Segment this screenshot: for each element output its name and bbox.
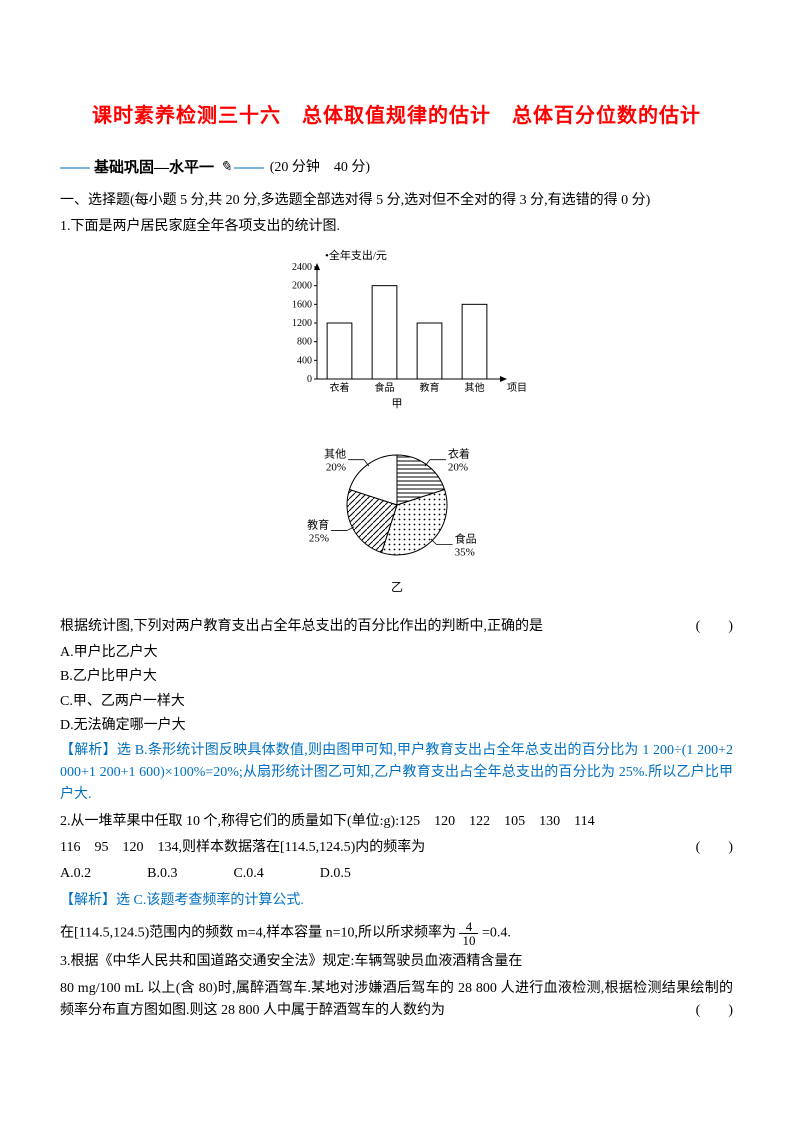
q3-stem1: 3.根据《中华人民共和国道路交通安全法》规定:车辆驾驶员血液酒精含量在 bbox=[60, 951, 733, 973]
svg-text:其他: 其他 bbox=[464, 381, 484, 394]
q1-after-fig: 根据统计图,下列对两户教育支出占全年总支出的百分比作出的判断中,正确的是 ( ) bbox=[60, 616, 733, 638]
svg-text:800: 800 bbox=[297, 336, 312, 347]
q1-after-fig-text: 根据统计图,下列对两户教育支出占全年总支出的百分比作出的判断中,正确的是 bbox=[60, 619, 543, 634]
bar-chart-svg: •全年支出/元 0 400 800 1200 1600 2000 2400 衣着 食品 教育 其他 项目… bbox=[267, 249, 527, 409]
frac-den: 10 bbox=[459, 934, 478, 947]
banner-time: (20 分钟 40 分) bbox=[270, 157, 370, 179]
svg-text:甲: 甲 bbox=[391, 398, 402, 409]
analysis-label-2: 【解析】 bbox=[60, 893, 116, 908]
q2-analysis2-pre: 在[114.5,124.5)范围内的频数 m=4,样本容量 n=10,所以所求频… bbox=[60, 926, 456, 941]
svg-text:教育: 教育 bbox=[307, 518, 329, 532]
q1-opt-c: C.甲、乙两户一样大 bbox=[60, 691, 733, 713]
svg-text:20%: 20% bbox=[325, 462, 345, 474]
banner-label: 基础巩固—水平一 bbox=[90, 156, 218, 180]
page-title: 课时素养检测三十六 总体取值规律的估计 总体百分位数的估计 bbox=[60, 100, 733, 132]
q3-stem2: 80 mg/100 mL 以上(含 80)时,属醉酒驾车.某地对涉嫌酒后驾车的 … bbox=[60, 981, 733, 1018]
banner-line-right bbox=[234, 167, 264, 169]
svg-text:25%: 25% bbox=[308, 533, 328, 545]
q2-analysis1: 【解析】选 C.该题考查频率的计算公式. bbox=[60, 890, 733, 912]
svg-text:衣着: 衣着 bbox=[329, 381, 349, 394]
fraction: 4 10 bbox=[459, 920, 478, 947]
q3-stem2-row: 80 mg/100 mL 以上(含 80)时,属醉酒驾车.某地对涉嫌酒后驾车的 … bbox=[60, 978, 733, 1023]
q2-analysis2-post: =0.4. bbox=[482, 926, 511, 941]
svg-text:0: 0 bbox=[307, 374, 312, 385]
svg-text:1600: 1600 bbox=[292, 299, 312, 310]
q2-analysis1-text: 选 C.该题考查频率的计算公式. bbox=[116, 893, 304, 908]
pie-chart-svg: 其他20%衣着20%食品35%教育25%乙 bbox=[277, 427, 517, 597]
banner-line-left bbox=[60, 167, 90, 169]
svg-text:项目: 项目 bbox=[507, 382, 527, 394]
q1-paren: ( ) bbox=[696, 616, 733, 638]
svg-text:2000: 2000 bbox=[292, 280, 312, 291]
frac-num: 4 bbox=[459, 920, 478, 934]
svg-text:•全年支出/元: •全年支出/元 bbox=[325, 249, 387, 262]
q2-stem2-row: 116 95 120 134,则样本数据落在[114.5,124.5)内的频率为… bbox=[60, 837, 733, 859]
q1-opt-b: B.乙户比甲户大 bbox=[60, 666, 733, 688]
q2-stem2: 116 95 120 134,则样本数据落在[114.5,124.5)内的频率为 bbox=[60, 840, 425, 855]
svg-text:乙: 乙 bbox=[390, 580, 402, 594]
section1-heading: 一、选择题(每小题 5 分,共 20 分,多选题全部选对得 5 分,选对但不全对… bbox=[60, 190, 733, 212]
q1-analysis: 【解析】选 B.条形统计图反映具体数值,则由图甲可知,甲户教育支出占全年总支出的… bbox=[60, 740, 733, 807]
svg-text:食品: 食品 bbox=[374, 381, 394, 394]
svg-text:食品: 食品 bbox=[454, 532, 476, 546]
q2-paren: ( ) bbox=[696, 837, 733, 859]
q1-bar-chart: •全年支出/元 0 400 800 1200 1600 2000 2400 衣着 食品 教育 其他 项目… bbox=[60, 249, 733, 417]
svg-text:教育: 教育 bbox=[419, 381, 439, 394]
q3-paren: ( ) bbox=[696, 1000, 733, 1022]
q1-opt-d: D.无法确定哪一户大 bbox=[60, 715, 733, 737]
q1-analysis-text: 选 B.条形统计图反映具体数值,则由图甲可知,甲户教育支出占全年总支出的百分比为… bbox=[60, 743, 733, 803]
svg-text:其他: 其他 bbox=[324, 448, 346, 461]
q1-opt-a: A.甲户比乙户大 bbox=[60, 642, 733, 664]
q2-stem1: 2.从一堆苹果中任取 10 个,称得它们的质量如下(单位:g):125 120 … bbox=[60, 811, 733, 833]
section-banner: 基础巩固—水平一 ✎ (20 分钟 40 分) bbox=[60, 156, 733, 180]
svg-text:400: 400 bbox=[297, 355, 312, 366]
pencil-icon: ✎ bbox=[218, 157, 234, 179]
q2-analysis2: 在[114.5,124.5)范围内的频数 m=4,样本容量 n=10,所以所求频… bbox=[60, 920, 733, 947]
q1-stem: 1.下面是两户居民家庭全年各项支出的统计图. bbox=[60, 216, 733, 238]
svg-text:35%: 35% bbox=[454, 547, 474, 559]
analysis-label: 【解析】 bbox=[60, 743, 117, 758]
svg-text:2400: 2400 bbox=[292, 262, 312, 273]
svg-text:1200: 1200 bbox=[292, 318, 312, 329]
q1-pie-chart: 其他20%衣着20%食品35%教育25%乙 bbox=[60, 427, 733, 605]
svg-text:衣着: 衣着 bbox=[447, 447, 469, 461]
svg-text:20%: 20% bbox=[447, 462, 467, 474]
q2-options: A.0.2 B.0.3 C.0.4 D.0.5 bbox=[60, 863, 733, 885]
